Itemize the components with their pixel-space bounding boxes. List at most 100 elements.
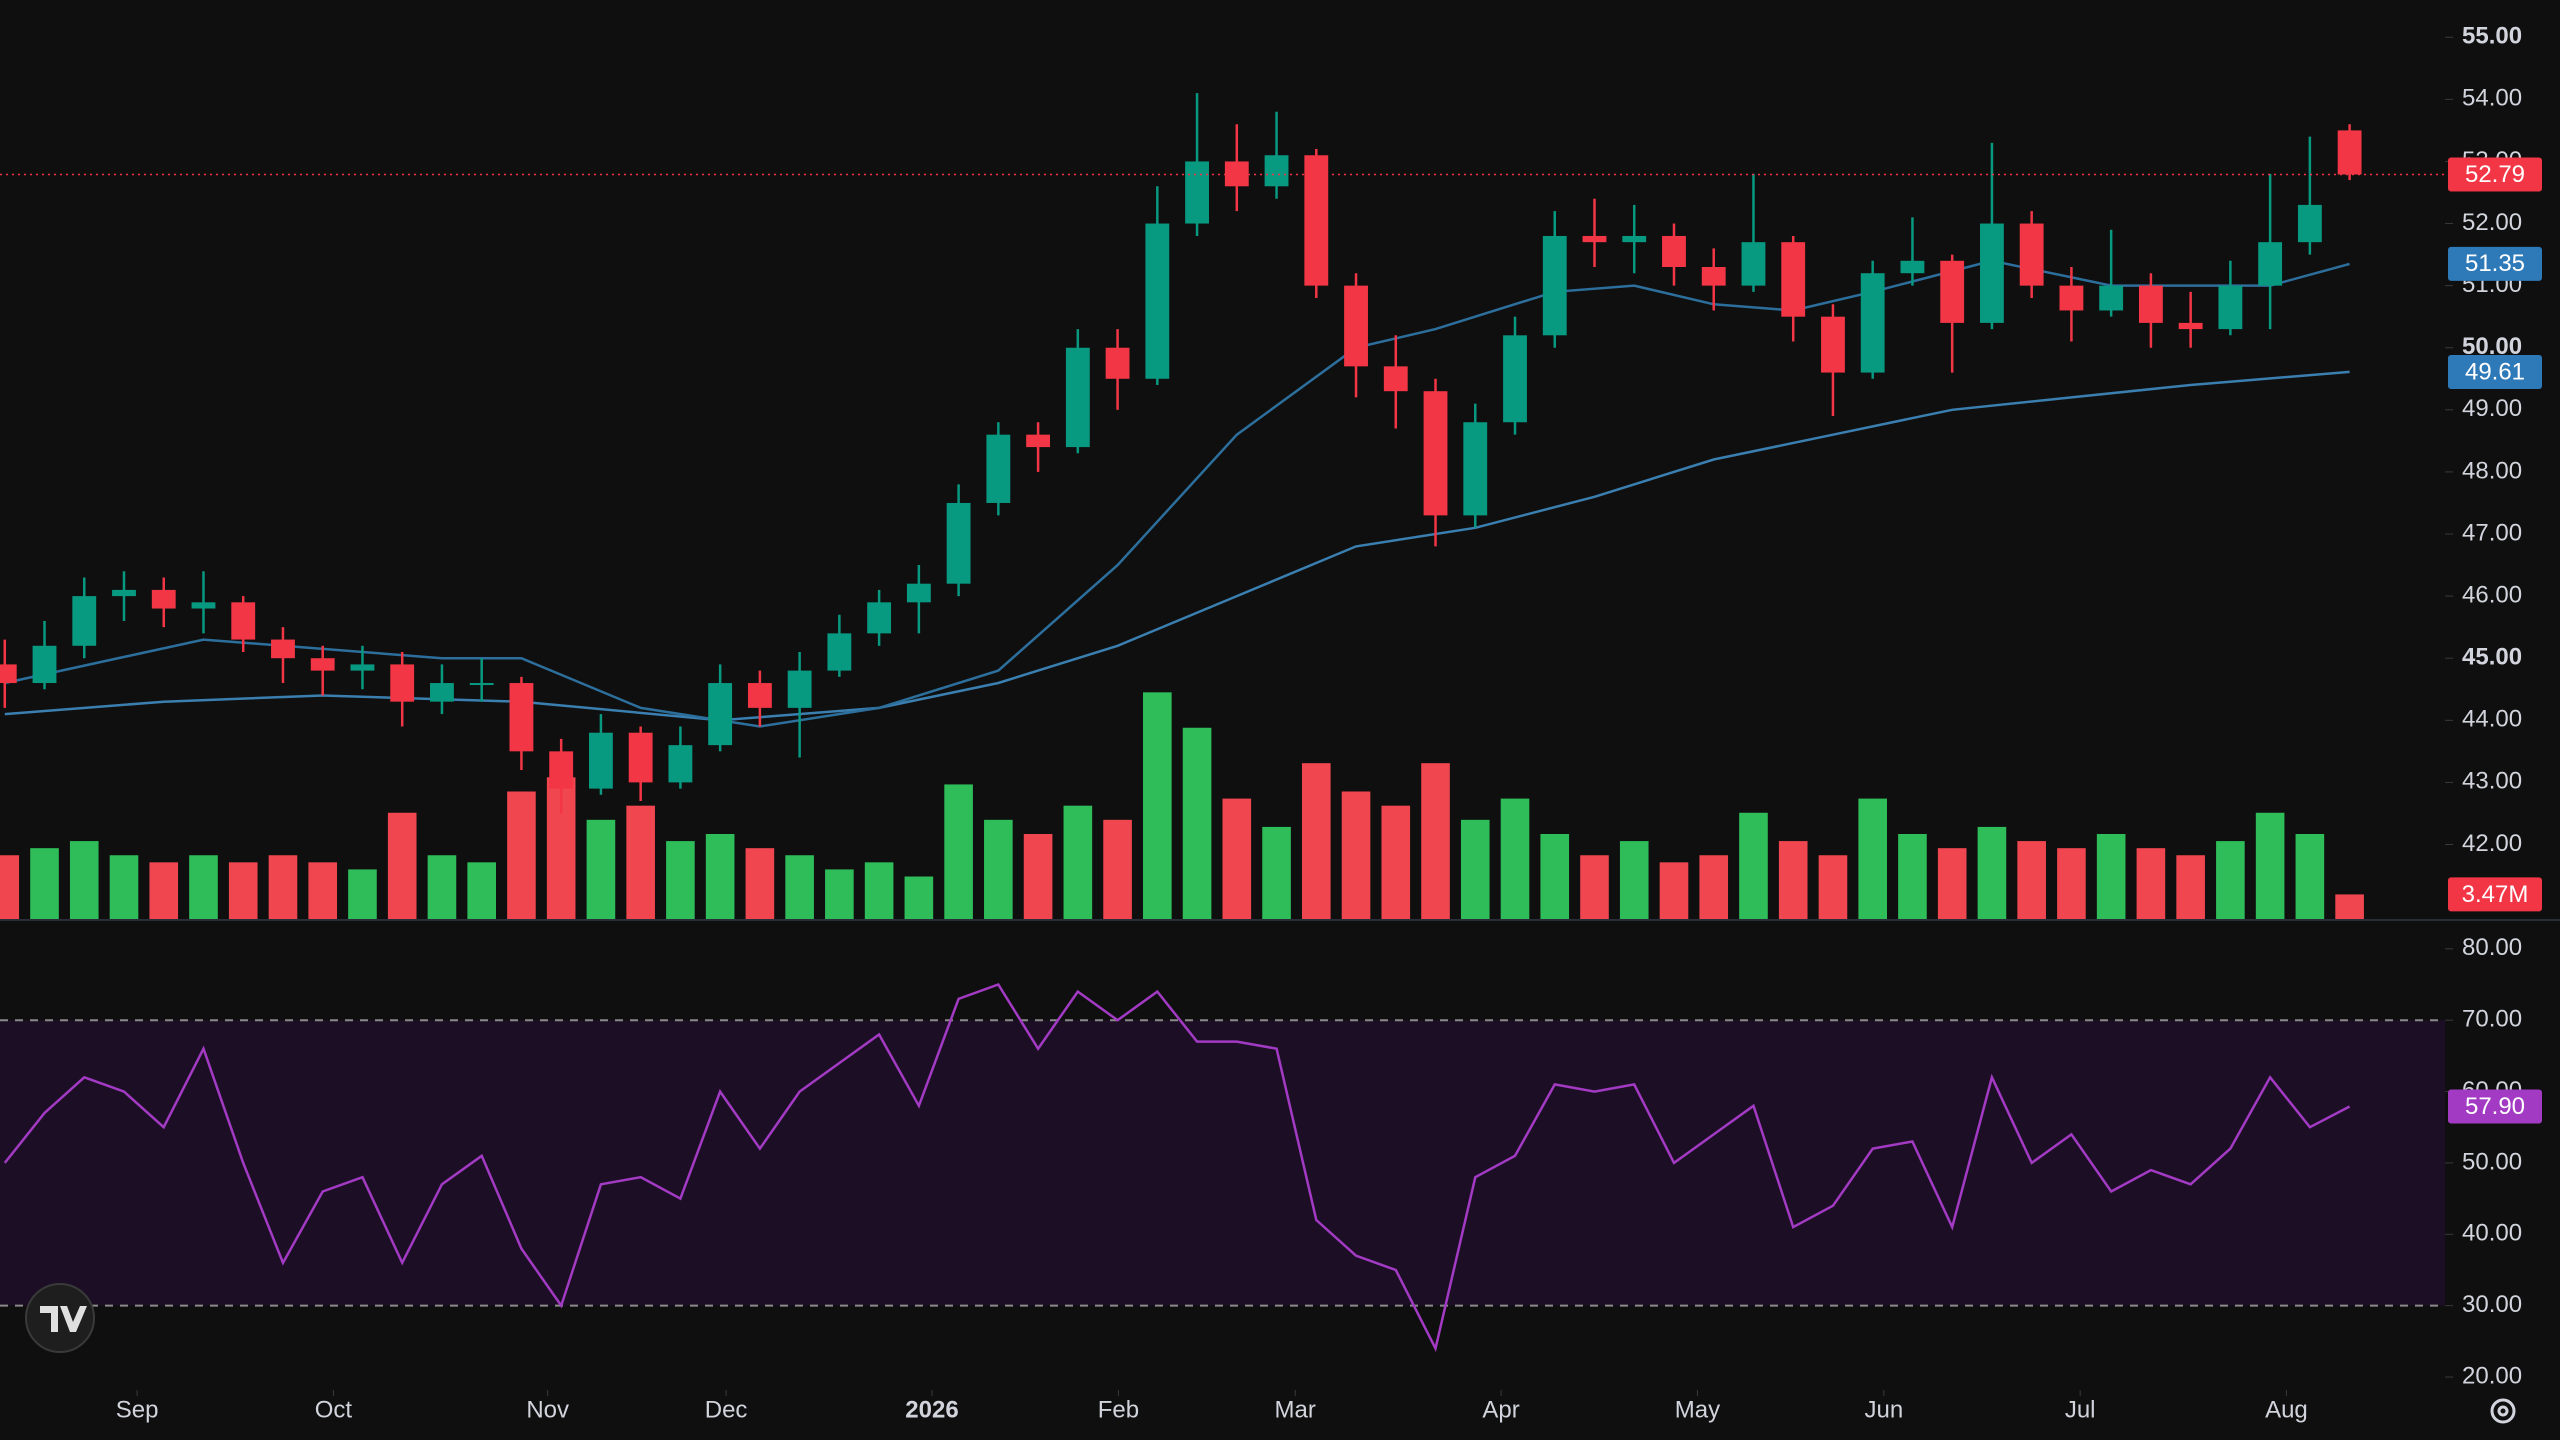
candle-body (1503, 335, 1527, 423)
candle-body (1662, 235, 1686, 268)
last-price-badge-bg (2448, 157, 2542, 192)
volume-bar (1699, 855, 1729, 919)
y-tick-label: 48.00 (2462, 457, 2522, 484)
y-tick-label: 54.00 (2462, 85, 2522, 112)
volume-bar (2295, 834, 2325, 919)
volume-bar (2017, 841, 2046, 919)
volume-bar (1063, 805, 1093, 919)
candle-body (231, 602, 256, 640)
candle-body (1622, 235, 1647, 243)
ma200-line (4, 370, 2350, 722)
y-tick-label: 44.00 (2462, 706, 2522, 733)
plot-layer: 42.00 43.00 44.00 45.00 46.00 47.00 48.00 49.00… (0, 23, 2542, 1423)
candle-body (1264, 155, 1289, 187)
candle-body (1860, 273, 1885, 373)
volume-bar (1341, 791, 1371, 919)
rsi-y-tick-label: 40.00 (2462, 1220, 2522, 1247)
candle-body (827, 633, 852, 671)
volume-bar (149, 862, 179, 919)
volume-bar (189, 855, 218, 919)
volume-bar (387, 812, 417, 919)
volume-bar (0, 855, 20, 919)
ma200-badge-label: 49.61 (2465, 358, 2525, 385)
volume-bar (705, 834, 735, 919)
settings-button[interactable] (2490, 1398, 2516, 1424)
rsi-badge-label: 57.90 (2465, 1093, 2525, 1120)
volume-bar (1977, 826, 2007, 919)
rsi-badge-bg (2448, 1089, 2542, 1124)
volume-bar (745, 848, 775, 919)
volume-bar (467, 862, 496, 919)
logo-mark (40, 1306, 87, 1332)
gear-ring (2490, 1398, 2516, 1424)
volume-bar (1818, 855, 1848, 919)
candle-body (310, 658, 335, 671)
last-price-badge: 52.79 (2448, 157, 2542, 192)
x-tick-label: Aug (2265, 1396, 2308, 1423)
candle-body (1980, 223, 2004, 323)
candle-body (2218, 285, 2243, 330)
candle-body (191, 602, 216, 609)
candle-body (2059, 285, 2084, 311)
volume-bar (666, 841, 695, 919)
candle-body (867, 602, 892, 634)
volume-bar (1262, 826, 1291, 919)
candle-body (986, 434, 1011, 503)
volume-bar (109, 855, 139, 919)
x-tick-label: Jul (2065, 1396, 2096, 1423)
volume-bar (2176, 855, 2205, 919)
candle-body (1940, 260, 1965, 323)
rsi-y-tick-label: 20.00 (2462, 1362, 2522, 1389)
volume-bar (1143, 692, 1172, 919)
x-tick-label: Feb (1098, 1396, 1139, 1423)
x-tick-label: Jun (1864, 1396, 1903, 1423)
volume-bar (507, 791, 536, 919)
candle-body (588, 732, 613, 789)
volume-bar (626, 805, 655, 919)
candle-body (549, 751, 574, 789)
gear-hub (2497, 1405, 2509, 1417)
candle-body (1463, 422, 1488, 516)
x-tick-label: 2026 (905, 1396, 958, 1423)
volume-bar (2096, 834, 2126, 919)
candle-body (1582, 235, 1607, 243)
y-tick-label: 43.00 (2462, 768, 2522, 795)
candle-body (708, 683, 733, 746)
candle-body (946, 502, 971, 584)
candle-body (1065, 347, 1090, 448)
volume-bar (785, 855, 814, 919)
volume-bar (1103, 819, 1132, 919)
candle-body (2297, 204, 2322, 243)
candle-body (271, 639, 295, 659)
ma50-badge-bg (2448, 246, 2542, 281)
candle-body (1105, 347, 1130, 379)
x-tick-label: Apr (1482, 1396, 1519, 1423)
candle-body (350, 664, 375, 671)
candle-body (787, 670, 812, 708)
candle-body (0, 664, 17, 684)
volume-bar (1739, 812, 1768, 919)
volume-bar (1421, 763, 1450, 919)
candle-body (32, 645, 57, 684)
logo[interactable] (25, 1283, 95, 1353)
volume-badge: 3.47M (2448, 877, 2542, 912)
candle-body (2019, 223, 2044, 286)
x-tick-label: May (1675, 1396, 1720, 1423)
volume-bar (1381, 805, 1411, 919)
volume-bar (2216, 841, 2245, 919)
volume-bar (1898, 834, 1927, 919)
rsi-y-tick-label: 30.00 (2462, 1291, 2522, 1318)
volume-bar (2335, 894, 2364, 919)
candle-body (151, 589, 176, 609)
candle-body (1344, 285, 1368, 367)
logo-circle (25, 1283, 95, 1353)
candle-body (2337, 130, 2362, 175)
volume-bar (308, 862, 338, 919)
volume-bar (1222, 798, 1252, 919)
candle-body (509, 683, 534, 752)
candle-body (1185, 161, 1209, 224)
rsi-y-tick-label: 80.00 (2462, 934, 2522, 961)
x-tick-label: Sep (116, 1396, 159, 1423)
volume-bar (427, 855, 457, 919)
